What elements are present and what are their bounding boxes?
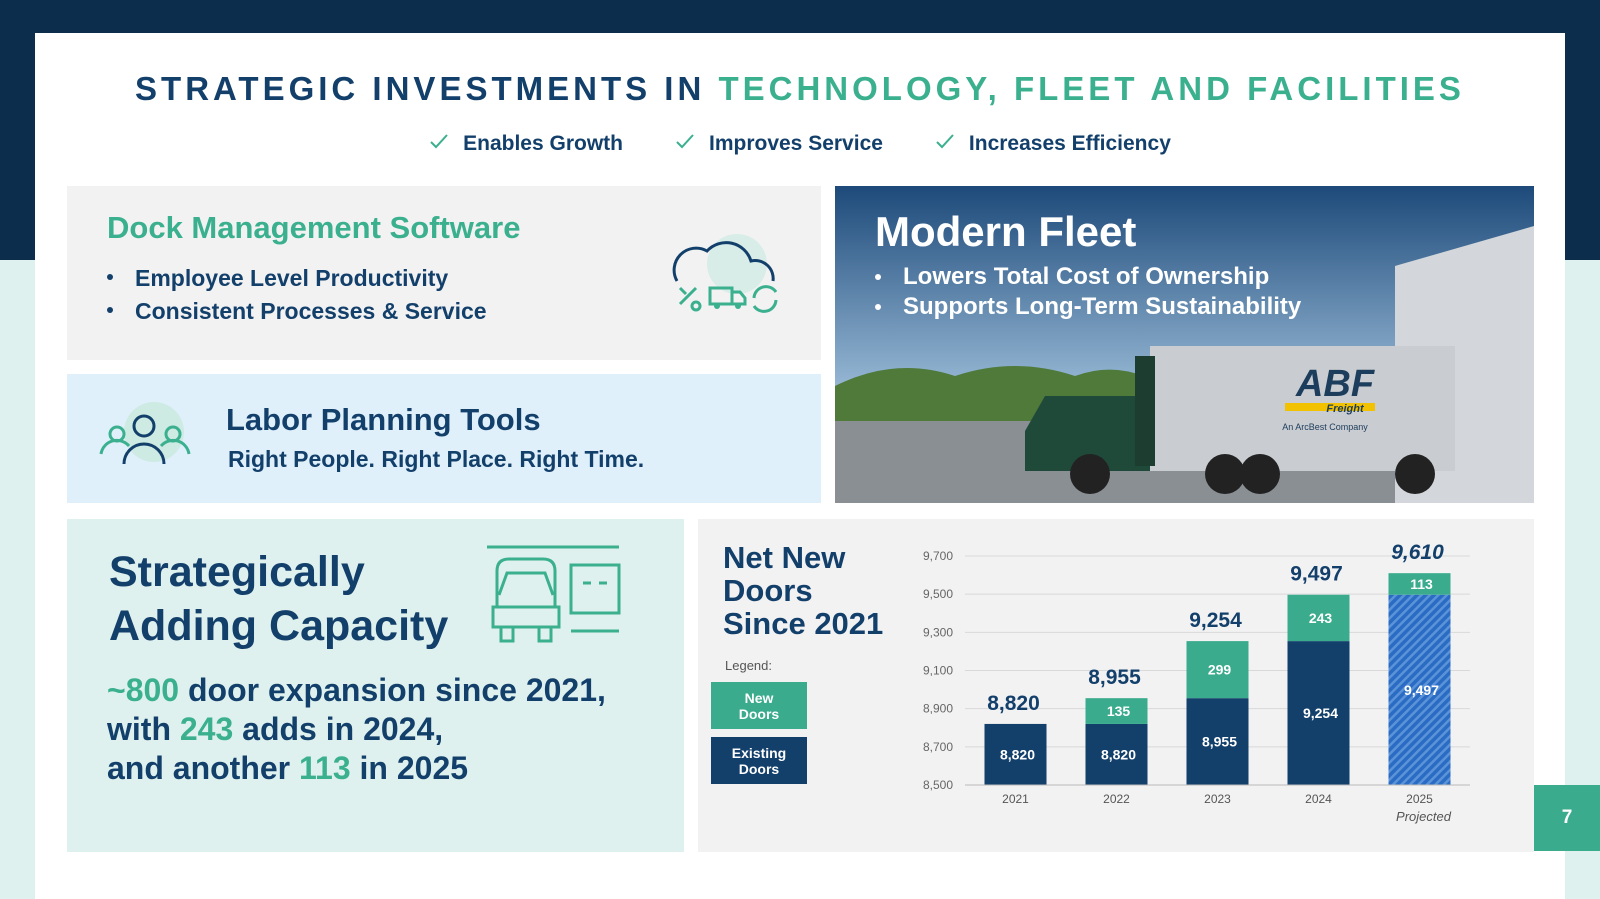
title-part: TECHNOLOGY, FLEET AND FACILITIES xyxy=(718,70,1465,107)
highlight: 113 xyxy=(299,750,351,786)
y-tick-label: 9,300 xyxy=(923,625,953,639)
dock-title: Dock Management Software xyxy=(107,210,521,245)
truck-company: An ArcBest Company xyxy=(1282,422,1368,432)
body-text: and another xyxy=(107,750,300,786)
bar-label: 9,497 xyxy=(1404,682,1439,698)
capacity-body: ~800 door expansion since 2021, with 243… xyxy=(107,671,606,788)
bullet: Lowers Total Cost of Ownership xyxy=(873,262,1301,292)
body-text: in 2025 xyxy=(350,750,469,786)
body-text: door expansion since 2021, xyxy=(179,672,606,708)
benefit-text: Enables Growth xyxy=(463,132,623,155)
fleet-panel: ABF Freight An ArcBest Company Modern Fl… xyxy=(835,186,1534,503)
slide-title: STRATEGIC INVESTMENTS IN TECHNOLOGY, FLE… xyxy=(35,70,1565,108)
page-number: 7 xyxy=(1534,785,1600,851)
total-label: 9,254 xyxy=(1189,609,1242,632)
bar-label: 9,254 xyxy=(1303,705,1338,721)
dock-bullets: Employee Level Productivity Consistent Pr… xyxy=(105,262,487,328)
bullet: Supports Long-Term Sustainability xyxy=(873,292,1301,322)
people-icon xyxy=(99,402,191,465)
body-text: adds in 2024, xyxy=(233,711,444,747)
chart: 8,500 8,700 8,900 9,100 9,300 9,500 9,700 2021 8… xyxy=(923,541,1470,824)
labor-title: Labor Planning Tools xyxy=(226,402,541,437)
total-label: 8,820 xyxy=(987,692,1040,715)
y-tick-label: 9,500 xyxy=(923,587,953,601)
fleet-title: Modern Fleet xyxy=(875,208,1137,255)
bullet: Employee Level Productivity xyxy=(105,262,487,295)
benefit: Enables Growth xyxy=(429,132,623,156)
bar-segment xyxy=(1085,723,1148,785)
y-tick-label: 8,700 xyxy=(923,740,953,754)
title-part: STRATEGIC INVESTMENTS IN xyxy=(135,70,706,107)
x-tick-label: 2024 xyxy=(1305,792,1332,806)
bar-segment xyxy=(1186,698,1249,785)
x-tick-label: 2022 xyxy=(1103,792,1130,806)
bar-segment xyxy=(1388,573,1451,595)
legend-item: New Doors xyxy=(711,682,807,729)
y-tick-label: 9,100 xyxy=(923,664,953,678)
bullet: Consistent Processes & Service xyxy=(105,295,487,328)
cloud-icon xyxy=(672,234,778,313)
total-label: 8,955 xyxy=(1088,666,1141,689)
bar-label: 243 xyxy=(1309,610,1333,626)
check-icon xyxy=(936,134,954,149)
x-tick-note: Projected xyxy=(1396,809,1452,824)
bar-label: 8,820 xyxy=(1000,746,1035,762)
total-label: 9,610 xyxy=(1391,541,1444,564)
bar-label: 8,820 xyxy=(1101,746,1136,762)
bar-label: 135 xyxy=(1107,703,1131,719)
legend-item: Existing Doors xyxy=(711,737,807,784)
fleet-photo: ABF Freight An ArcBest Company xyxy=(835,186,1534,503)
body-text: with xyxy=(107,711,180,747)
bar-segment xyxy=(1287,641,1350,785)
benefit: Increases Efficiency xyxy=(935,132,1171,156)
bar-segment xyxy=(1186,641,1249,699)
benefit-text: Increases Efficiency xyxy=(968,132,1171,155)
total-label: 9,497 xyxy=(1290,563,1343,586)
bar-segment xyxy=(984,723,1047,785)
y-tick-label: 8,900 xyxy=(923,702,953,716)
body-line: and another 113 in 2025 xyxy=(107,749,606,788)
capacity-title: Strategically Adding Capacity xyxy=(109,545,448,653)
truck-dock-icon xyxy=(487,545,621,643)
x-tick-label: 2023 xyxy=(1204,792,1231,806)
labor-subtitle: Right People. Right Place. Right Time. xyxy=(228,446,645,472)
body-line: with 243 adds in 2024, xyxy=(107,710,606,749)
bar-segment xyxy=(1388,594,1451,785)
x-tick-label: 2025 xyxy=(1406,792,1433,806)
dock-panel: Dock Management Software Employee Level … xyxy=(67,186,821,360)
check-icon xyxy=(430,134,448,149)
truck-logo-sub: Freight xyxy=(1326,403,1365,415)
highlight: 243 xyxy=(179,711,234,747)
fleet-bullets: Lowers Total Cost of Ownership Supports L… xyxy=(873,262,1301,322)
y-tick-label: 8,500 xyxy=(923,778,953,792)
highlight: ~800 xyxy=(107,672,180,708)
y-tick-label: 9,700 xyxy=(923,549,953,563)
benefit: Improves Service xyxy=(675,132,883,156)
check-icon xyxy=(676,134,694,149)
bar-segment xyxy=(1287,594,1350,642)
benefits: Enables Growth Improves Service Increase… xyxy=(35,132,1565,156)
bar-label: 113 xyxy=(1410,576,1433,592)
title-line: Adding Capacity xyxy=(109,602,449,650)
legend-title: Legend: xyxy=(725,658,772,673)
bar-segment xyxy=(1085,698,1148,724)
x-tick-label: 2021 xyxy=(1002,792,1029,806)
chart-panel: Net New Doors Since 2021 Legend: 8,500 8,… xyxy=(698,519,1534,852)
title-line: Strategically xyxy=(109,548,365,596)
bar-label: 8,955 xyxy=(1202,734,1237,750)
bar-label: 299 xyxy=(1208,662,1232,678)
truck-logo: ABF xyxy=(1295,363,1376,405)
body-line: ~800 door expansion since 2021, xyxy=(107,671,606,710)
labor-panel: Labor Planning Tools Right People. Right… xyxy=(67,374,821,503)
capacity-panel: Strategically Adding Capacity ~800 door e… xyxy=(67,519,684,852)
chart-title: Net New Doors Since 2021 xyxy=(723,540,884,641)
benefit-text: Improves Service xyxy=(708,132,883,155)
